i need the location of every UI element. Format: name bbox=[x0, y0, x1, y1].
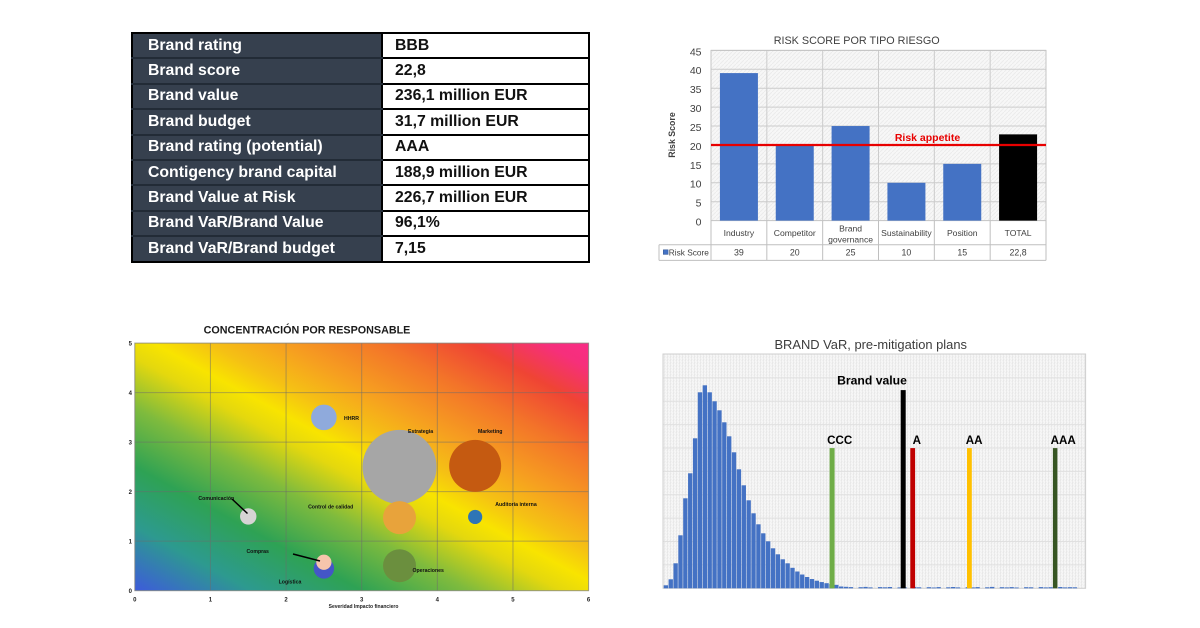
svg-text:30: 30 bbox=[690, 103, 702, 115]
svg-text:5: 5 bbox=[511, 598, 515, 604]
svg-text:45: 45 bbox=[690, 46, 702, 58]
svg-text:4: 4 bbox=[436, 598, 440, 604]
svg-text:Risk Score: Risk Score bbox=[667, 112, 677, 158]
svg-text:10: 10 bbox=[902, 248, 912, 258]
svg-text:15: 15 bbox=[957, 248, 967, 258]
svg-text:1: 1 bbox=[209, 598, 213, 604]
svg-text:35: 35 bbox=[690, 84, 702, 96]
svg-text:0: 0 bbox=[133, 598, 137, 604]
svg-text:Brand value: Brand value bbox=[837, 373, 907, 387]
svg-text:5: 5 bbox=[696, 198, 702, 210]
svg-text:0: 0 bbox=[129, 589, 133, 595]
svg-text:Auditoría interna: Auditoría interna bbox=[495, 502, 537, 508]
svg-text:Logística: Logística bbox=[279, 580, 302, 586]
svg-text:CONCENTRACIÓN POR RESPONSABLE: CONCENTRACIÓN POR RESPONSABLE bbox=[204, 324, 411, 337]
svg-text:22,8: 22,8 bbox=[1010, 248, 1027, 258]
svg-text:40: 40 bbox=[690, 65, 702, 77]
svg-text:Sustainability: Sustainability bbox=[881, 228, 932, 238]
svg-text:HHRR: HHRR bbox=[344, 416, 359, 422]
svg-text:Operaciones: Operaciones bbox=[412, 568, 444, 574]
svg-text:0: 0 bbox=[696, 217, 702, 229]
svg-text:Control de calidad: Control de calidad bbox=[308, 504, 353, 510]
svg-text:BRAND VaR, pre-mitigation plan: BRAND VaR, pre-mitigation plans bbox=[774, 337, 966, 352]
svg-text:5: 5 bbox=[129, 341, 133, 347]
svg-text:3: 3 bbox=[360, 598, 364, 604]
svg-text:6: 6 bbox=[587, 598, 591, 604]
svg-text:Risk appetite: Risk appetite bbox=[895, 132, 961, 144]
svg-text:10: 10 bbox=[690, 179, 702, 191]
svg-text:Risk Score: Risk Score bbox=[669, 248, 709, 258]
svg-text:Marketing: Marketing bbox=[478, 429, 503, 435]
svg-text:Position: Position bbox=[947, 228, 978, 238]
svg-text:Compras: Compras bbox=[246, 549, 269, 555]
svg-text:1: 1 bbox=[129, 539, 133, 545]
svg-text:25: 25 bbox=[690, 122, 702, 134]
svg-text:25: 25 bbox=[846, 248, 856, 258]
svg-text:4: 4 bbox=[129, 391, 133, 397]
svg-text:Industry: Industry bbox=[724, 228, 755, 238]
svg-text:Severidad Impacto financiero: Severidad Impacto financiero bbox=[329, 604, 399, 610]
svg-text:AA: AA bbox=[966, 434, 983, 447]
svg-text:TOTAL: TOTAL bbox=[1005, 228, 1032, 238]
svg-text:Comunicación: Comunicación bbox=[198, 496, 234, 502]
svg-text:39: 39 bbox=[734, 248, 744, 258]
svg-text:3: 3 bbox=[129, 440, 133, 446]
svg-text:Competitor: Competitor bbox=[774, 228, 816, 238]
svg-text:Brand: Brand bbox=[839, 223, 862, 233]
svg-text:RISK SCORE POR TIPO RIESGO: RISK SCORE POR TIPO RIESGO bbox=[774, 35, 940, 47]
svg-text:20: 20 bbox=[790, 248, 800, 258]
svg-text:15: 15 bbox=[690, 160, 702, 172]
svg-text:governance: governance bbox=[828, 235, 873, 245]
svg-text:CCC: CCC bbox=[827, 434, 853, 447]
svg-text:20: 20 bbox=[690, 141, 702, 153]
svg-text:A: A bbox=[913, 434, 922, 447]
svg-text:2: 2 bbox=[129, 490, 133, 496]
svg-text:Estrategia: Estrategia bbox=[408, 429, 433, 435]
svg-text:AAA: AAA bbox=[1051, 434, 1077, 447]
svg-text:2: 2 bbox=[284, 598, 288, 604]
